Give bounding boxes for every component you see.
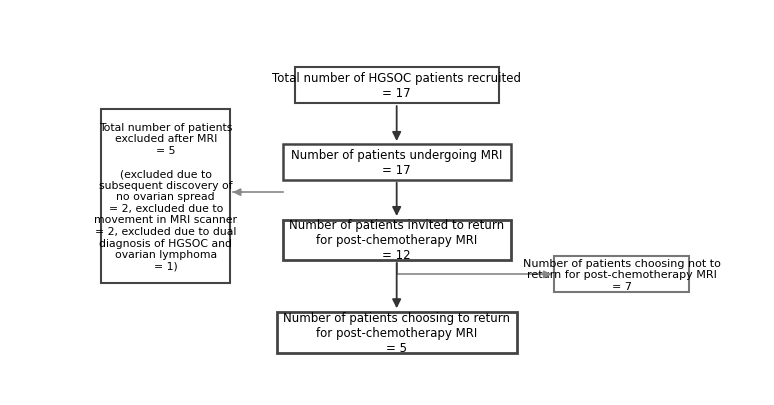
FancyBboxPatch shape bbox=[101, 110, 230, 283]
FancyBboxPatch shape bbox=[283, 220, 511, 261]
FancyBboxPatch shape bbox=[554, 257, 689, 293]
Text: Number of patients choosing to return
for post-chemotherapy MRI
= 5: Number of patients choosing to return fo… bbox=[283, 311, 510, 354]
Text: Number of patients undergoing MRI
= 17: Number of patients undergoing MRI = 17 bbox=[291, 149, 502, 177]
Text: Number of patients choosing not to
return for post-chemotherapy MRI
= 7: Number of patients choosing not to retur… bbox=[522, 258, 721, 291]
FancyBboxPatch shape bbox=[277, 312, 517, 353]
FancyBboxPatch shape bbox=[295, 68, 498, 104]
Text: Total number of patients
excluded after MRI
= 5

(excluded due to
subsequent dis: Total number of patients excluded after … bbox=[94, 122, 238, 271]
Text: Number of patients invited to return
for post-chemotherapy MRI
= 12: Number of patients invited to return for… bbox=[289, 219, 504, 262]
FancyBboxPatch shape bbox=[283, 145, 511, 180]
Text: Total number of HGSOC patients recruited
= 17: Total number of HGSOC patients recruited… bbox=[272, 72, 521, 100]
